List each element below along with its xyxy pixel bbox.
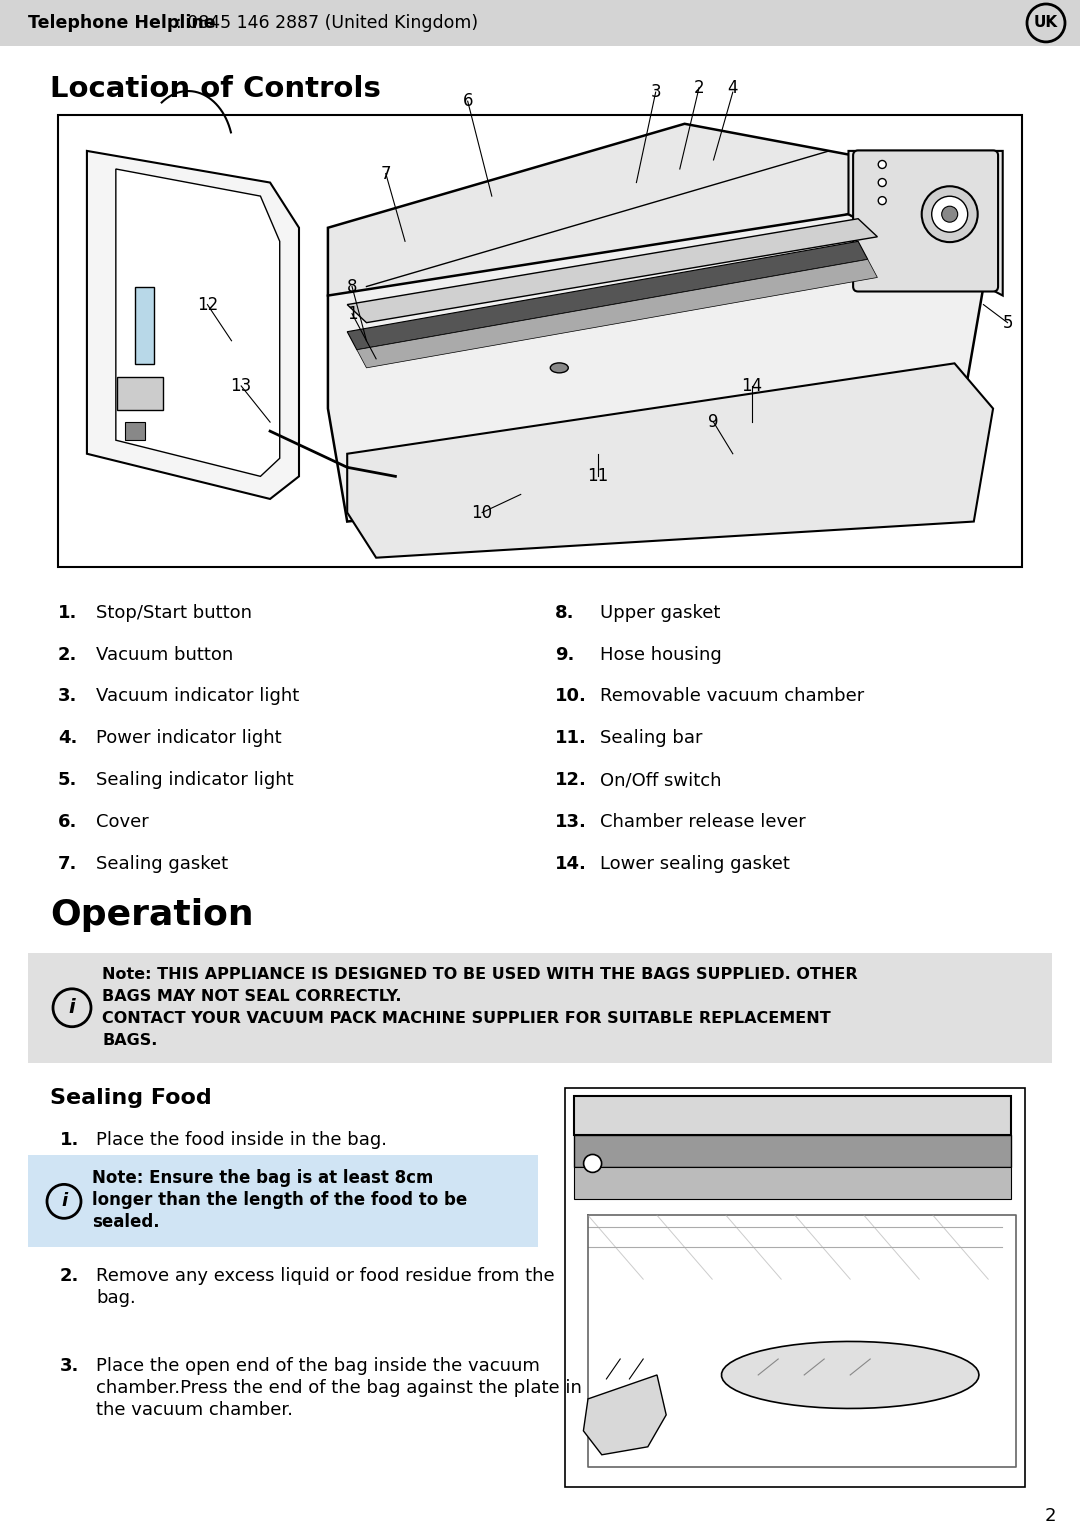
Text: 3.: 3.	[58, 688, 78, 705]
Polygon shape	[328, 214, 984, 521]
FancyBboxPatch shape	[135, 287, 154, 364]
Text: 10: 10	[472, 503, 492, 521]
Bar	[58, 115, 1022, 567]
Polygon shape	[347, 219, 877, 323]
Text: Note: Ensure the bag is at least 8cm: Note: Ensure the bag is at least 8cm	[92, 1170, 433, 1188]
Circle shape	[583, 1154, 602, 1173]
Text: 1.: 1.	[60, 1130, 79, 1148]
Text: Operation: Operation	[50, 898, 254, 933]
Bar	[0, 0, 1080, 46]
Text: 6.: 6.	[58, 813, 78, 832]
Text: : 0845 146 2887 (United Kingdom): : 0845 146 2887 (United Kingdom)	[176, 14, 478, 32]
Circle shape	[921, 187, 977, 242]
Text: 4.: 4.	[58, 729, 78, 748]
Text: 5: 5	[1002, 313, 1013, 332]
Text: 11.: 11.	[555, 729, 586, 748]
Bar	[575, 1168, 1011, 1199]
Text: Upper gasket: Upper gasket	[600, 604, 720, 622]
Ellipse shape	[551, 362, 568, 373]
Polygon shape	[356, 260, 877, 368]
Text: 9: 9	[708, 413, 719, 431]
Text: 2: 2	[1044, 1506, 1056, 1524]
Text: Vacuum button: Vacuum button	[96, 645, 233, 664]
Text: Location of Controls: Location of Controls	[50, 75, 381, 102]
Text: 8.: 8.	[555, 604, 575, 622]
Text: i: i	[69, 998, 76, 1017]
Text: 14: 14	[742, 378, 762, 394]
Text: longer than the length of the food to be: longer than the length of the food to be	[92, 1191, 468, 1209]
Text: 12.: 12.	[555, 771, 586, 789]
Text: 10.: 10.	[555, 688, 586, 705]
Text: 12: 12	[197, 295, 218, 313]
Text: 2.: 2.	[60, 1268, 79, 1286]
Polygon shape	[849, 151, 1002, 295]
Text: Telephone Helpline: Telephone Helpline	[28, 14, 216, 32]
Circle shape	[878, 197, 887, 205]
Text: Vacuum indicator light: Vacuum indicator light	[96, 688, 299, 705]
Text: 13.: 13.	[555, 813, 586, 832]
Text: i: i	[60, 1193, 67, 1211]
Circle shape	[878, 179, 887, 187]
Text: sealed.: sealed.	[92, 1214, 160, 1231]
Polygon shape	[347, 364, 994, 558]
Text: BAGS.: BAGS.	[102, 1032, 158, 1047]
Polygon shape	[328, 124, 877, 318]
Bar	[575, 1096, 1011, 1136]
Polygon shape	[86, 151, 299, 498]
Circle shape	[942, 206, 958, 222]
Text: 7: 7	[380, 165, 391, 182]
Circle shape	[878, 161, 887, 168]
FancyBboxPatch shape	[117, 376, 163, 410]
Text: 2.: 2.	[58, 645, 78, 664]
Text: 5.: 5.	[58, 771, 78, 789]
Text: Stop/Start button: Stop/Start button	[96, 604, 252, 622]
Text: bag.: bag.	[96, 1289, 136, 1307]
Text: 6: 6	[462, 92, 473, 110]
Text: Lower sealing gasket: Lower sealing gasket	[600, 855, 789, 873]
Text: 2: 2	[693, 78, 704, 96]
Bar	[28, 953, 1052, 1063]
Text: 8: 8	[347, 277, 357, 295]
Text: the vacuum chamber.: the vacuum chamber.	[96, 1401, 293, 1419]
Text: 1: 1	[347, 304, 357, 323]
Polygon shape	[347, 242, 867, 350]
Text: 13: 13	[230, 378, 252, 394]
Text: Sealing gasket: Sealing gasket	[96, 855, 228, 873]
Text: Place the food inside in the bag.: Place the food inside in the bag.	[96, 1130, 387, 1148]
Text: On/Off switch: On/Off switch	[600, 771, 721, 789]
Text: 3.: 3.	[60, 1358, 79, 1375]
Text: Place the open end of the bag inside the vacuum: Place the open end of the bag inside the…	[96, 1358, 540, 1375]
Text: 4: 4	[728, 78, 738, 96]
Text: 14.: 14.	[555, 855, 586, 873]
Text: BAGS MAY NOT SEAL CORRECTLY.: BAGS MAY NOT SEAL CORRECTLY.	[102, 989, 402, 1005]
Text: 9.: 9.	[555, 645, 575, 664]
Text: Cover: Cover	[96, 813, 149, 832]
Text: 3: 3	[650, 83, 661, 101]
Text: UK: UK	[1034, 15, 1058, 31]
Text: Remove any excess liquid or food residue from the: Remove any excess liquid or food residue…	[96, 1268, 555, 1286]
Bar	[565, 1087, 1025, 1486]
Text: Sealing indicator light: Sealing indicator light	[96, 771, 294, 789]
Text: Note: THIS APPLIANCE IS DESIGNED TO BE USED WITH THE BAGS SUPPLIED. OTHER: Note: THIS APPLIANCE IS DESIGNED TO BE U…	[102, 966, 858, 982]
Text: chamber.Press the end of the bag against the plate in: chamber.Press the end of the bag against…	[96, 1379, 582, 1398]
Polygon shape	[116, 170, 280, 477]
Text: Chamber release lever: Chamber release lever	[600, 813, 806, 832]
Text: CONTACT YOUR VACUUM PACK MACHINE SUPPLIER FOR SUITABLE REPLACEMENT: CONTACT YOUR VACUUM PACK MACHINE SUPPLIE…	[102, 1011, 831, 1026]
Text: 11: 11	[588, 468, 608, 485]
Circle shape	[932, 196, 968, 232]
Text: Sealing bar: Sealing bar	[600, 729, 702, 748]
Bar	[575, 1136, 1011, 1168]
Polygon shape	[721, 1341, 978, 1408]
Text: 1.: 1.	[58, 604, 78, 622]
Text: 7.: 7.	[58, 855, 78, 873]
Text: Hose housing: Hose housing	[600, 645, 721, 664]
FancyBboxPatch shape	[853, 150, 998, 292]
Bar	[125, 422, 146, 440]
Polygon shape	[583, 1375, 666, 1454]
Text: Power indicator light: Power indicator light	[96, 729, 282, 748]
Text: Removable vacuum chamber: Removable vacuum chamber	[600, 688, 864, 705]
Text: Sealing Food: Sealing Food	[50, 1087, 212, 1107]
Bar	[28, 1156, 538, 1248]
